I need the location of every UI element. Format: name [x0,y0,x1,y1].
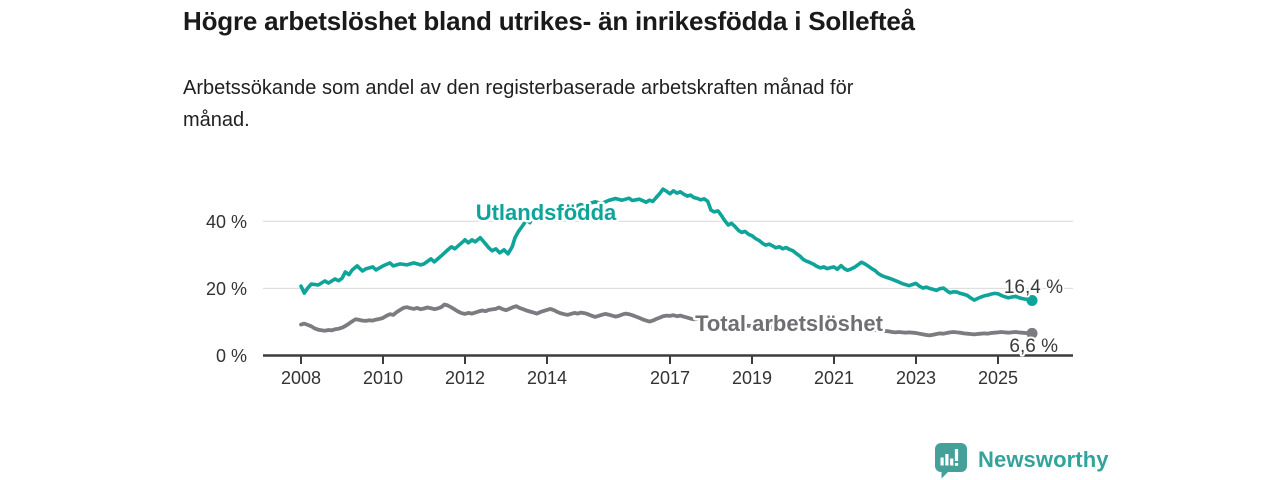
x-tick-label: 2008 [281,368,321,388]
series-line-total [299,302,1034,338]
chart-subtitle-line-2: månad. [183,109,250,131]
grid-layer [263,220,1073,289]
x-tick-label: 2012 [445,368,485,388]
brand-name: Newsworthy [978,447,1109,472]
chart-title: Högre arbetslöshet bland utrikes- än inr… [183,6,915,36]
x-tick-label: 2010 [363,368,403,388]
x-tick-label: 2017 [650,368,690,388]
axis-layer: 0 % 20 % 40 % 2008 2010 2012 2014 2017 2019 2021 2… [206,212,1073,388]
newsworthy-logo-icon [935,443,967,479]
y-tick-label: 0 % [216,346,247,366]
x-tick-label: 2021 [814,368,854,388]
series-layer [299,187,1038,339]
series-label-utlandsfodda: Utlandsfödda [476,200,617,225]
x-tick-label: 2014 [527,368,567,388]
logo-bar-chart-glyph [940,449,959,466]
series-end-dot-total [1026,327,1038,339]
chart-subtitle: Arbetssökande som andel av den registerb… [183,72,1083,136]
chart-subtitle-line-1: Arbetssökande som andel av den registerb… [183,77,854,99]
x-tick-label: 2025 [978,368,1018,388]
y-tick-label: 40 % [206,212,247,232]
y-tick-label: 20 % [206,279,247,299]
x-tick-label: 2019 [732,368,772,388]
series-label-total-arbetsloshet: Total arbetslöshet [695,311,884,336]
newsworthy-brand-link[interactable]: Newsworthy [932,441,1109,479]
series-line-utlandsfodda [299,187,1034,303]
label-layer: Utlandsfödda Total arbetslöshet 16,4 % 6… [473,198,1065,360]
end-value-label-utlandsfodda: 16,4 % [1004,277,1063,298]
x-tick-label: 2023 [896,368,936,388]
end-value-label-total: 6,6 % [1009,336,1058,357]
series-end-dot-utlandsfodda [1026,294,1038,306]
